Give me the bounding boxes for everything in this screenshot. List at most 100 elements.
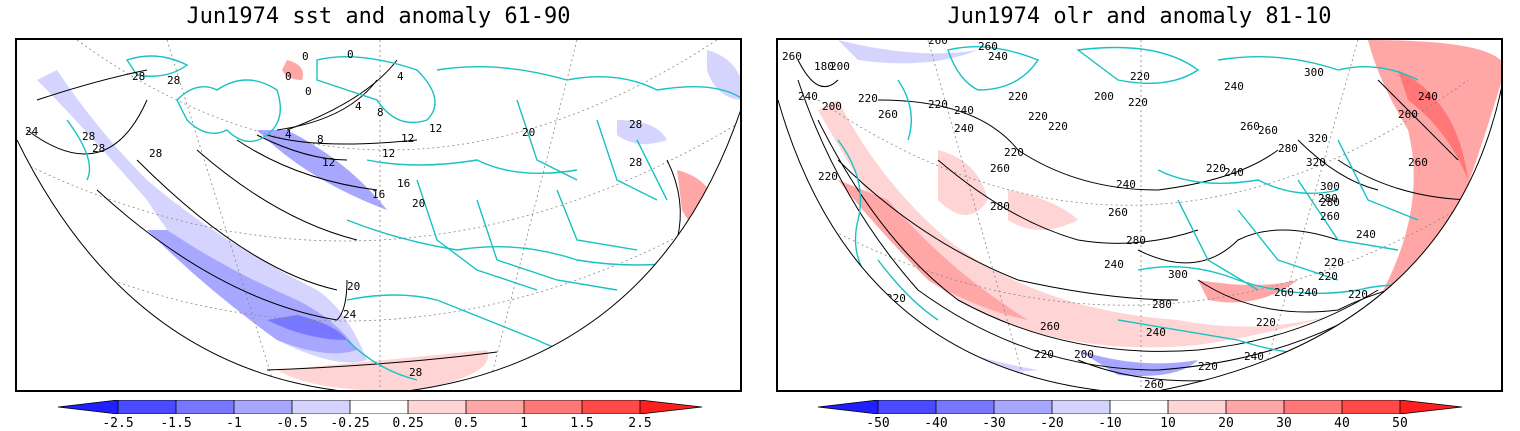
colorbar-arrow-right	[640, 400, 702, 414]
colorbar-label: -1.5	[160, 416, 192, 431]
anomaly-neg-ne	[707, 50, 740, 100]
contour-label: 240	[1418, 90, 1438, 103]
olr-anom-neg-south	[1078, 350, 1198, 376]
colorbar-label: 2.5	[628, 416, 652, 431]
contour-label: 28	[149, 147, 162, 160]
contour-label: 28	[409, 366, 422, 379]
contour-label: 8	[377, 106, 384, 119]
colorbar-bin	[1226, 400, 1284, 414]
colorbar-bin	[350, 400, 408, 414]
contour-label: 12	[401, 132, 414, 145]
colorbar-bin	[524, 400, 582, 414]
contour-label: 8	[317, 133, 324, 146]
colorbar-label: 1.5	[570, 416, 594, 431]
contour-label: 28	[167, 74, 180, 87]
contour-label: 240	[1298, 286, 1318, 299]
contour-label: 220	[1348, 288, 1368, 301]
contour-label: 220	[1034, 348, 1054, 361]
contour-label: 12	[429, 122, 442, 135]
colorbar-bin	[1284, 400, 1342, 414]
contour-label: 280	[1278, 142, 1298, 155]
contour-label: 320	[1306, 156, 1326, 169]
anomaly-neg-e	[617, 120, 667, 144]
contour-label: 300	[1168, 268, 1188, 281]
contour-label: 280	[1318, 192, 1338, 205]
coastlines	[66, 55, 740, 381]
contour-label: 280	[1126, 234, 1146, 247]
contour-label: 220	[858, 92, 878, 105]
contour-label: 220	[1318, 270, 1338, 283]
contour-label: 28	[92, 142, 105, 155]
contour-label: 300	[1320, 180, 1340, 193]
anomaly-pos-south	[277, 350, 489, 390]
contour-label: 320	[1308, 132, 1328, 145]
olr-map-svg: 260 180 200 200 240 220 260 260 260 240 …	[778, 40, 1501, 390]
colorbar-bin	[1052, 400, 1110, 414]
colorbar-label: -30	[982, 416, 1006, 431]
contour-label: 220	[1004, 146, 1024, 159]
olr-anom-pos-b	[1008, 190, 1078, 230]
contour-label: 260	[878, 108, 898, 121]
contour-label: 220	[1130, 70, 1150, 83]
colorbar-bin	[408, 400, 466, 414]
contour-label: 240	[1224, 80, 1244, 93]
contour-label: 28	[82, 130, 95, 143]
colorbar-label: 0.5	[454, 416, 478, 431]
contour-label: 0	[302, 50, 309, 63]
colorbar-label: -2.5	[102, 416, 134, 431]
contour-label: 240	[954, 104, 974, 117]
colorbar-label: -1	[226, 416, 242, 431]
contour-label: 16	[397, 177, 410, 190]
colorbar-bin	[1168, 400, 1226, 414]
contour-label: 300	[1304, 66, 1324, 79]
contour-label: 260	[1258, 124, 1278, 137]
contour-label: 12	[322, 156, 335, 169]
colorbar-bin	[466, 400, 524, 414]
contour-label: 280	[990, 200, 1010, 213]
contour-label: 220	[818, 170, 838, 183]
colorbar-label: 30	[1276, 416, 1292, 431]
contour-label: 260	[1274, 286, 1294, 299]
contour-label: 240	[1356, 228, 1376, 241]
contour-label: 220	[1206, 162, 1226, 175]
olr-colorbar	[818, 400, 1462, 414]
contour-label: 200	[822, 100, 842, 113]
contour-label: 20	[347, 280, 360, 293]
contour-label: 0	[305, 85, 312, 98]
contour-label: 220	[1324, 256, 1344, 269]
contour-label: 240	[1224, 166, 1244, 179]
colorbar-label: -10	[1098, 416, 1122, 431]
contour-label: 4	[397, 70, 404, 83]
contour-label: 20	[522, 126, 535, 139]
contour-label: 220	[1008, 90, 1028, 103]
contour-label: 180	[814, 60, 834, 73]
contour-label: 260	[1108, 206, 1128, 219]
contour-label: 220	[1198, 360, 1218, 373]
contour-label: 240	[798, 90, 818, 103]
colorbar-bin	[118, 400, 176, 414]
anomaly-neg-north	[257, 130, 387, 210]
colorbar-bin	[292, 400, 350, 414]
colorbar-bin	[176, 400, 234, 414]
contour-label: 12	[382, 147, 395, 160]
sst-contours	[26, 59, 681, 371]
colorbar-label: -50	[866, 416, 890, 431]
colorbar-arrow-right	[1400, 400, 1462, 414]
contour-label: 220	[1028, 110, 1048, 123]
colorbar-bin	[1110, 400, 1168, 414]
colorbar-label: -0.25	[330, 416, 370, 431]
contour-label: 280	[1152, 298, 1172, 311]
contour-label: 240	[1104, 258, 1124, 271]
contour-label: 0	[285, 70, 292, 83]
contour-label: 200	[1074, 348, 1094, 361]
contour-label: 260	[1398, 108, 1418, 121]
contour-label: 260	[928, 40, 948, 47]
colorbar-label: 1	[520, 416, 528, 431]
anomaly-neg-strong	[267, 315, 347, 340]
contour-label: 260	[1240, 120, 1260, 133]
colorbar-label: -40	[924, 416, 948, 431]
contour-label: 240	[954, 122, 974, 135]
contour-label: 240	[988, 50, 1008, 63]
colorbar-label: -20	[1040, 416, 1064, 431]
graticule	[17, 40, 740, 390]
